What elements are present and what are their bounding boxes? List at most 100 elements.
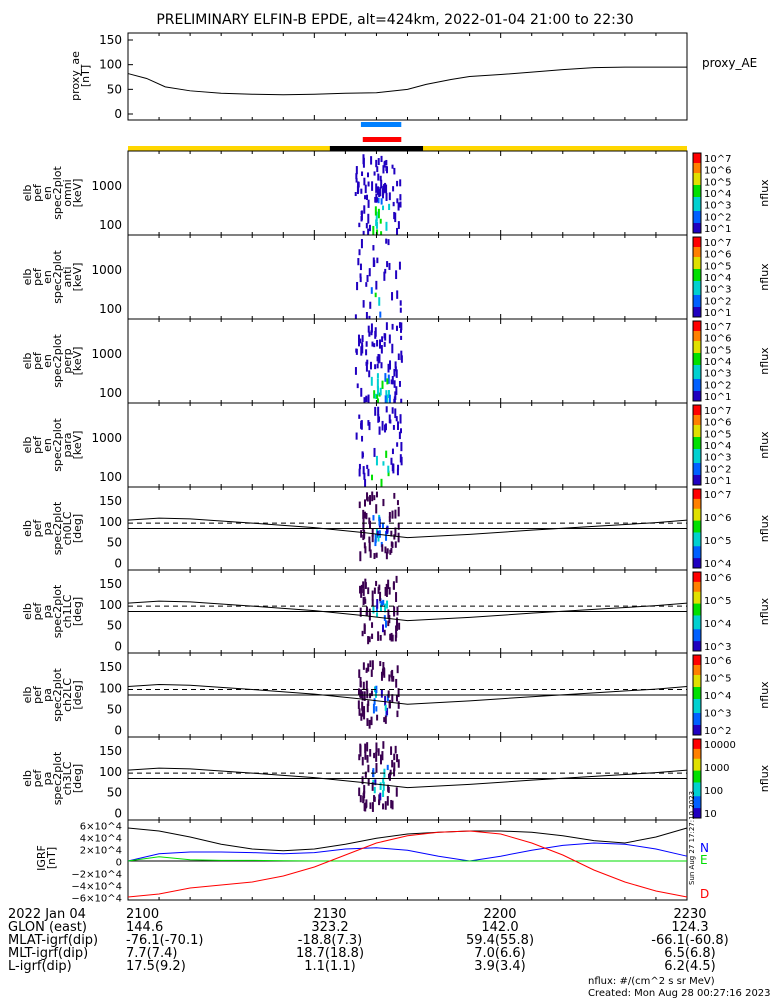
colorbar-segment [693, 253, 701, 256]
y-tick-label: 150 [99, 577, 122, 591]
y-tick-label: 150 [99, 494, 122, 508]
axis-label-line: spec2plot [51, 584, 64, 638]
spectrogram-pixel [379, 175, 382, 182]
colorbar-segment [693, 812, 701, 815]
colorbar-tick-label: 10^4 [704, 619, 731, 630]
colorbar-segment [693, 475, 701, 478]
spectrogram-pixel [357, 258, 360, 266]
colorbar-label-text: nflux [758, 347, 771, 375]
spectrogram-pixel [361, 435, 364, 442]
axis-label-line: [keV] [71, 179, 84, 208]
spectrogram-pixel [398, 261, 401, 270]
pitch-angle-pixel [362, 509, 365, 519]
axis-label-line: proxy_ae [69, 51, 82, 101]
pitch-angle-pixel [375, 685, 378, 694]
colorbar-segment [693, 506, 701, 510]
pitch-angle-pixel [396, 617, 399, 627]
colorbar-segment [693, 305, 701, 308]
colorbar-segment [693, 255, 701, 258]
pitch-angle-pixel [371, 622, 374, 628]
colorbar-tick-label: 10^6 [704, 656, 731, 667]
loss-cone-line [127, 600, 688, 622]
pitch-angle-pixel [371, 491, 374, 502]
pitch-angle-pixel [375, 751, 378, 762]
pitch-angle-pixel [382, 498, 385, 507]
spectrogram-pixel [360, 238, 363, 249]
spectrogram-pixel [365, 361, 368, 366]
colorbar-segment [693, 558, 701, 561]
spectrogram-pixel [373, 447, 376, 457]
spectrogram-pixel [377, 353, 380, 364]
pitch-angle-pixel [363, 691, 366, 701]
colorbar-segment [693, 502, 701, 506]
colorbar-segment [693, 623, 701, 626]
pitch-angle-pixel [374, 779, 377, 786]
colorbar-label: nflux [758, 514, 771, 542]
colorbar-segment [693, 514, 701, 518]
colorbar-segment [693, 263, 701, 266]
colorbar-segment [693, 802, 701, 805]
footer-cell: GLON (east) [8, 920, 87, 935]
spectrogram-pixel [384, 182, 387, 193]
axis-label-line: pef [31, 685, 44, 704]
colorbar-segment [693, 449, 701, 452]
colorbar-segment [693, 301, 701, 304]
spectrogram-pixel [372, 257, 375, 268]
y-tick-label: 100 [99, 386, 122, 400]
pitch-angle-pixel [378, 516, 381, 526]
y-tick-label: 150 [99, 744, 122, 758]
colorbar-segment [693, 687, 701, 690]
pitch-angle-pixel [367, 663, 370, 672]
colorbar-segment [693, 265, 701, 268]
side-timestamp-text: Sun Aug 27 17:27:10 2023 [688, 791, 696, 885]
y-tick-label: 0 [114, 807, 122, 821]
pitch-angle-pixel [366, 703, 369, 713]
igrf-legend-D: D [700, 887, 709, 901]
colorbar-segment [693, 566, 701, 569]
colorbar-segment [693, 762, 701, 766]
pitch-angle-pixel [391, 510, 394, 519]
spectrogram-pixel [382, 205, 385, 211]
spectrogram-pixel [389, 360, 392, 370]
spectrogram-pixel [388, 414, 391, 424]
spectrogram-pixel [355, 173, 358, 180]
pitch-angle-pixel [375, 706, 378, 712]
spectrogram-pixel [391, 376, 394, 385]
colorbar-segment [693, 739, 701, 742]
colorbar-segment [693, 591, 701, 595]
spectrogram-pixel [367, 325, 370, 333]
spectrogram-pixel [378, 392, 381, 397]
pitch-angle-pixel [371, 802, 374, 812]
spectrogram-pixel [385, 159, 388, 166]
pitch-angle-pixel [371, 599, 374, 607]
colorbar-segment [693, 311, 701, 314]
colorbar-segment [693, 758, 701, 762]
spectrogram-pixel [354, 314, 357, 319]
spectrogram-pixel [394, 391, 397, 400]
axis-label-line: pef [31, 267, 44, 286]
spectrogram-pixel [380, 179, 383, 189]
spectrogram-pixel [363, 397, 366, 403]
colorbar-segment [693, 399, 701, 402]
colorbar [692, 738, 702, 819]
spectrogram-pixel [380, 478, 383, 487]
y-tick-label: −2×10^4 [71, 870, 122, 881]
pitch-angle-pixel [377, 748, 380, 756]
pitch-angle-pixel [375, 552, 378, 558]
spectrogram-pixel [368, 224, 371, 232]
energy-spectrogram-panel [127, 150, 688, 236]
colorbar-segment [693, 361, 701, 364]
colorbar-segment [693, 325, 701, 328]
spectrogram-pixel [399, 201, 402, 208]
spectrogram-pixel [399, 194, 402, 201]
spectrogram-pixel [395, 416, 398, 422]
colorbar-segment [693, 379, 701, 382]
colorbar-segment [693, 409, 701, 412]
footer-cell: 17.5(9.2) [126, 959, 186, 974]
spectrogram-pixel [375, 455, 378, 466]
colorbar-segment [693, 199, 701, 202]
colorbar-segment [693, 601, 701, 605]
pitch-angle-pixel [379, 604, 382, 612]
y-tick-label: 100 [99, 302, 122, 316]
pitch-angle-pixel [387, 609, 390, 619]
